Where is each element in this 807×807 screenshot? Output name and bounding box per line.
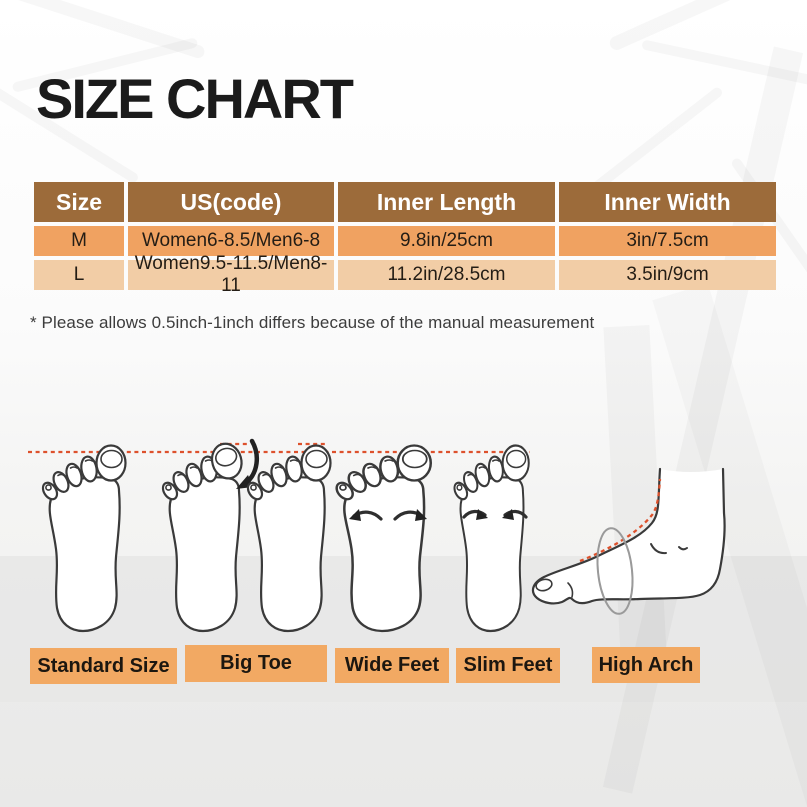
table-cell-inner-width-l: 3.5in/9cm: [559, 260, 776, 290]
label-big-toe: Big Toe: [185, 645, 327, 682]
wide-foot-illustration: [332, 444, 433, 633]
long-big-toe-foot-illustration: [243, 444, 332, 633]
size-table-header-inner-length: Inner Length: [338, 182, 555, 222]
table-cell-us-code-m: Women6-8.5/Men6-8: [128, 226, 334, 256]
table-cell-us-code-l: Women9.5-11.5/Men8-11: [128, 253, 334, 296]
measurement-note: * Please allows 0.5inch-1inch differs be…: [30, 313, 595, 332]
label-wide-feet: Wide Feet: [335, 648, 449, 683]
size-table-header-size: Size: [34, 182, 124, 222]
arch-measurement-line: [579, 478, 662, 563]
label-high-arch: High Arch: [592, 647, 700, 683]
big-toe-foot-illustration: [158, 438, 260, 633]
table-cell-inner-length-m: 9.8in/25cm: [338, 226, 555, 256]
palm-leaf-shape: [641, 39, 807, 91]
side-toenail: [535, 578, 553, 592]
palm-leaf-shape: [607, 0, 807, 53]
size-table: Size US(code) Inner Length Inner Width M…: [34, 182, 776, 296]
ankle-dimple: [650, 543, 667, 555]
table-cell-inner-length-l: 11.2in/28.5cm: [338, 260, 555, 290]
table-cell-size-l: L: [34, 260, 124, 290]
ankle-dimple: [678, 546, 688, 551]
arch-girth-ellipse: [596, 527, 634, 615]
table-cell-size-m: M: [34, 226, 124, 256]
table-cell-inner-width-m: 3in/7.5cm: [559, 226, 776, 256]
label-slim-feet: Slim Feet: [456, 648, 560, 683]
high-arch-foot-illustration: [531, 467, 726, 615]
label-standard-size: Standard Size: [30, 648, 177, 684]
slim-foot-illustration: [450, 444, 530, 633]
size-table-header-inner-width: Inner Width: [559, 182, 776, 222]
standard-foot-illustration: [38, 444, 127, 633]
background-band-bottom: [0, 702, 807, 807]
page-title: SIZE CHART: [36, 67, 354, 130]
palm-leaf-shape: [0, 0, 207, 60]
size-table-header-us-code: US(code): [128, 182, 334, 222]
foot-types-illustration: [28, 438, 726, 633]
